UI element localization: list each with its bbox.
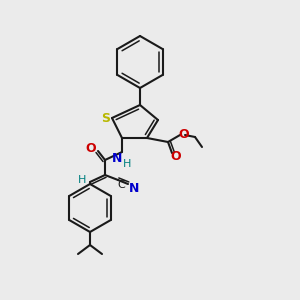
Text: H: H: [123, 159, 131, 169]
Text: H: H: [78, 175, 86, 185]
Text: S: S: [101, 112, 110, 124]
Text: C: C: [117, 180, 125, 190]
Text: O: O: [171, 149, 181, 163]
Text: O: O: [86, 142, 96, 154]
Text: N: N: [129, 182, 139, 194]
Text: O: O: [179, 128, 189, 140]
Text: N: N: [112, 152, 122, 166]
